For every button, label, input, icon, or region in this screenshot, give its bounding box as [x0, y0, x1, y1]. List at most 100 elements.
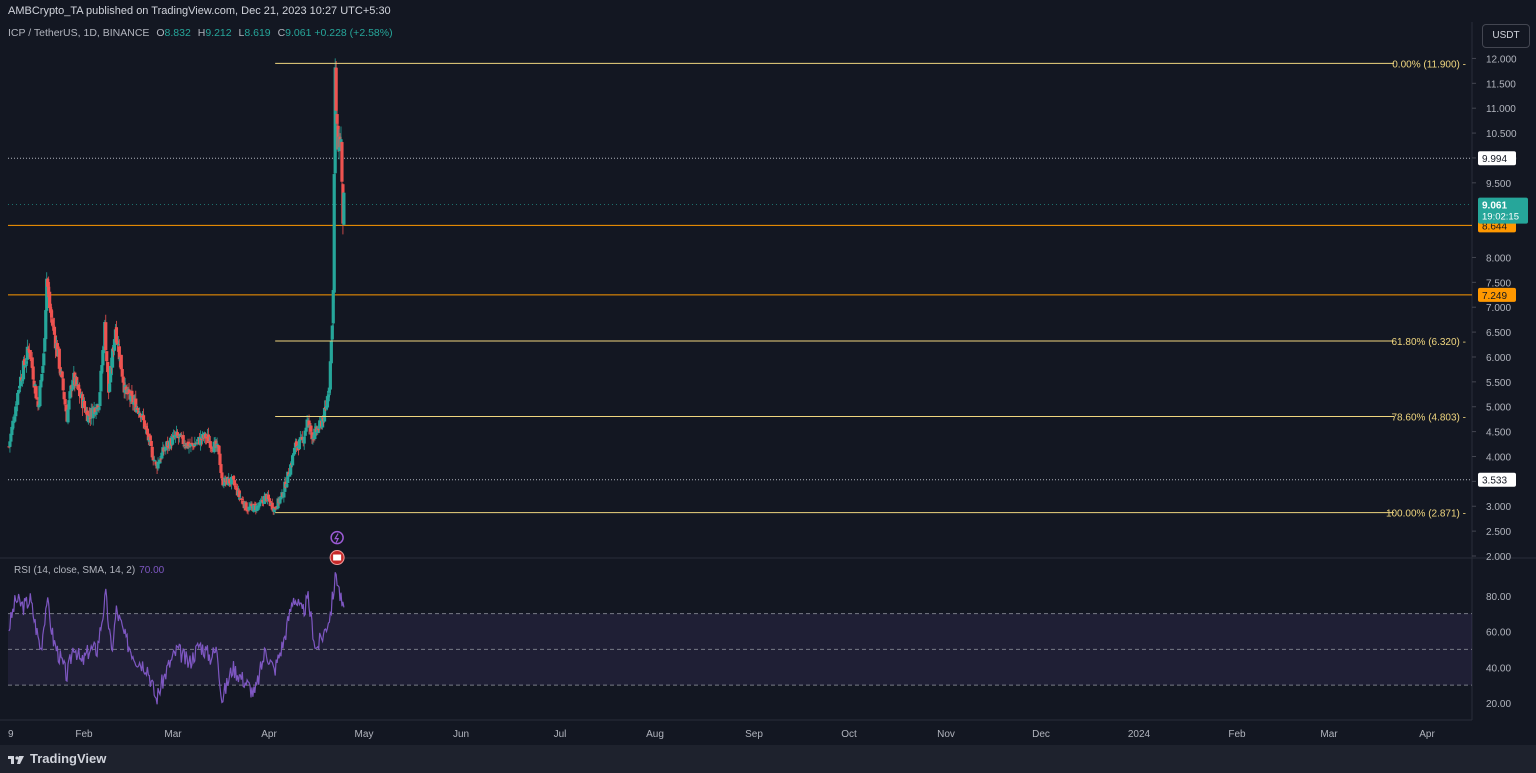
candle-body	[129, 392, 133, 402]
candle-body	[183, 444, 187, 447]
rsi-tick-label: 60.00	[1486, 628, 1511, 639]
candle-body	[100, 365, 104, 372]
candle-body	[14, 406, 18, 417]
candle-body	[342, 192, 346, 225]
candle-body	[49, 310, 54, 318]
candle-body	[171, 434, 176, 437]
candle-body	[9, 433, 13, 442]
y-tick-label: 10.500	[1486, 129, 1517, 140]
candle-body	[117, 346, 121, 360]
candle-body	[219, 464, 223, 473]
candle-body	[127, 389, 131, 395]
candle-body	[115, 340, 119, 345]
candle-body	[116, 344, 120, 346]
rsi-tick-label: 80.00	[1486, 592, 1511, 603]
x-tick-label: Mar	[1320, 729, 1338, 740]
candle-body	[190, 442, 194, 444]
candle-body	[152, 459, 156, 461]
candle-body	[119, 354, 123, 370]
y-tick-label: 11.000	[1486, 104, 1516, 115]
close-value: 9.061	[285, 27, 312, 39]
y-tick-label: 12.000	[1486, 54, 1517, 65]
candle-body	[288, 473, 292, 477]
candle-body	[193, 443, 197, 447]
candle-body	[282, 492, 286, 498]
candle-body	[257, 506, 261, 508]
candle-body	[312, 439, 316, 441]
candle-body	[327, 387, 331, 393]
candle-body	[217, 445, 221, 455]
y-tick-label: 8.000	[1486, 253, 1511, 264]
price-chart[interactable]: 0.00% (11.900) - 61.80% (6.320) - 78.60% (…	[0, 0, 1536, 745]
candle-body	[131, 395, 135, 404]
candle-body	[121, 376, 125, 383]
candle-body	[173, 434, 178, 438]
tradingview-logo[interactable]: TradingView	[8, 751, 106, 766]
y-tick-label: 2.500	[1486, 527, 1511, 538]
candle-body	[26, 348, 30, 350]
symbol-legend[interactable]: ICP / TetherUS, 1D, BINANCE O8.832 H9.21…	[8, 27, 393, 39]
candle-body	[43, 338, 47, 352]
candle-body	[170, 436, 175, 445]
candle-body	[286, 471, 290, 484]
candle-body	[109, 365, 113, 383]
candle-body	[279, 495, 283, 500]
candle-body	[276, 498, 280, 509]
y-tick-label: 2.000	[1486, 552, 1511, 563]
candle-body	[10, 426, 14, 436]
candle-body	[313, 428, 317, 439]
candle-body	[334, 67, 338, 111]
candle-body	[140, 414, 145, 416]
candle-body	[195, 442, 199, 444]
currency-button[interactable]: USDT	[1482, 24, 1530, 48]
candle-body	[329, 340, 333, 364]
x-tick-label: Oct	[841, 729, 857, 740]
fib-level-label: 100.00% (2.871) -	[1386, 509, 1466, 520]
candle-body	[250, 503, 254, 507]
candle-body	[305, 419, 309, 428]
candle-body	[28, 350, 32, 358]
y-tick-label: 7.500	[1486, 278, 1511, 289]
candle-body	[107, 371, 111, 393]
candle-body	[101, 350, 105, 366]
candle-body	[186, 441, 190, 448]
candle-body	[164, 446, 168, 450]
candle-body	[332, 174, 336, 293]
y-tick-label: 9.500	[1486, 179, 1511, 190]
candle-body	[210, 447, 214, 450]
publisher-line: AMBCrypto_TA published on TradingView.co…	[8, 5, 391, 17]
candle-body	[176, 436, 180, 439]
candle-body	[194, 443, 198, 445]
candle-body	[247, 506, 251, 511]
candle-body	[64, 404, 68, 412]
candle-body	[212, 441, 216, 453]
candle-body	[252, 504, 256, 512]
high-value: 9.212	[205, 27, 232, 39]
lightning-event-icon[interactable]	[330, 530, 344, 545]
y-tick-label: 6.000	[1486, 353, 1511, 364]
rsi-legend[interactable]: RSI (14, close, SMA, 14, 2) 70.00	[14, 565, 164, 576]
x-tick-label: May	[355, 729, 374, 740]
candle-body	[136, 408, 140, 410]
candle-body	[150, 446, 154, 458]
candle-body	[18, 385, 22, 389]
candle-body	[58, 367, 62, 374]
x-tick-label: Mar	[164, 729, 182, 740]
candle-body	[11, 420, 15, 429]
candle-body	[220, 472, 224, 479]
candle-body	[200, 438, 204, 440]
last-price-label: 9.061	[1482, 201, 1507, 212]
fib-level-label: 61.80% (6.320) -	[1392, 337, 1467, 348]
candle-body	[333, 67, 337, 174]
low-label: L	[238, 27, 245, 39]
candle-body	[295, 446, 300, 448]
candle-body	[262, 495, 267, 504]
candle-body	[30, 357, 34, 368]
candle-body	[294, 441, 299, 448]
candle-body	[159, 458, 163, 460]
candle-body	[124, 386, 128, 391]
x-tick-label: 9	[8, 729, 14, 740]
bar-countdown-label: 19:02:15	[1482, 212, 1519, 223]
candle-body	[78, 388, 82, 397]
candle-body	[275, 508, 279, 510]
